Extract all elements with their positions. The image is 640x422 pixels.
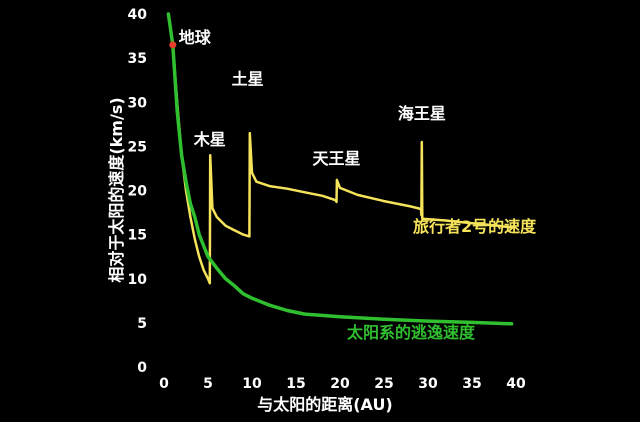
- x-tick-label: 25: [374, 376, 393, 392]
- saturn-label: 土星: [232, 70, 264, 89]
- y-tick-label: 25: [128, 139, 147, 155]
- x-tick-label: 0: [159, 376, 169, 392]
- y-axis-label: 相对于太阳的速度(km/s): [107, 97, 126, 282]
- x-tick-label: 35: [462, 376, 481, 392]
- earth-marker: [169, 41, 177, 49]
- x-tick-label: 10: [242, 376, 262, 392]
- x-tick-label: 40: [506, 376, 526, 392]
- x-tick-label: 30: [418, 376, 438, 392]
- series-layer: [166, 12, 514, 326]
- x-tick-label: 15: [286, 376, 305, 392]
- y-tick-label: 5: [137, 316, 147, 332]
- escape-velocity-series-label: 太阳系的逃逸速度: [346, 323, 476, 342]
- y-tick-label: 20: [128, 184, 148, 200]
- earth-label: 地球: [179, 28, 212, 47]
- y-axis-ticks: 0 5 10 15 20 25 30 35 40: [128, 7, 148, 376]
- jupiter-label: 木星: [193, 130, 226, 149]
- x-axis-label: 与太阳的距离(AU): [257, 395, 393, 414]
- x-tick-label: 5: [203, 376, 213, 392]
- voyager2-speed-line: [171, 43, 513, 285]
- y-tick-label: 30: [128, 95, 148, 111]
- uranus-label: 天王星: [312, 149, 360, 168]
- y-tick-label: 35: [128, 51, 147, 67]
- neptune-label: 海王星: [398, 104, 446, 123]
- escape-velocity-line: [166, 12, 514, 326]
- x-axis-ticks: 0 5 10 15 20 25 30 35 40: [159, 376, 526, 392]
- y-tick-label: 10: [128, 272, 148, 288]
- y-tick-label: 0: [137, 360, 147, 376]
- voyager2-series-label: 旅行者2号的速度: [413, 217, 537, 236]
- x-tick-label: 20: [330, 376, 350, 392]
- y-tick-label: 40: [128, 7, 148, 23]
- y-tick-label: 15: [128, 228, 147, 244]
